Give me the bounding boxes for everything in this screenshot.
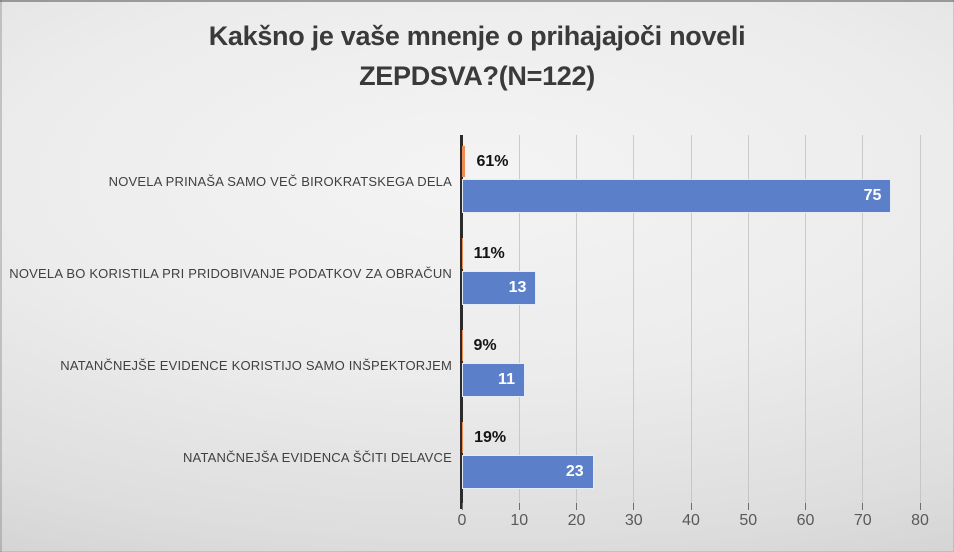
y-axis-line [460,135,463,509]
chart-title: Kakšno je vaše mnenje o prihajajoči nove… [40,16,914,96]
percent-data-label: 61% [476,152,509,170]
gridline [576,135,577,503]
x-axis-tick-label: 10 [510,512,529,529]
gridline [518,135,520,503]
x-axis-tick [461,503,463,510]
bar-percent [462,330,463,361]
count-data-label: 75 [863,187,882,204]
percent-data-label: 11% [473,244,505,262]
x-axis-tick [633,503,635,510]
x-axis-tick [518,503,520,510]
gridline [919,135,921,503]
x-axis-tick-label: 40 [682,512,700,529]
chart-title-line-1: Kakšno je vaše mnenje o prihajajoči nove… [208,21,746,51]
gridline [862,135,864,503]
x-axis-tick-label: 70 [853,512,872,529]
chart-title-line-2: ZEPDSVA?(N=122) [359,61,595,91]
bar-count: 13 [462,271,537,305]
category-label: NOVELA BO KORISTILA PRI PRIDOBIVANJE POD… [9,265,452,281]
gridline [747,135,749,503]
bar-percent [462,146,466,177]
x-axis-tick-label: 0 [457,512,467,529]
percent-data-label: 19% [474,428,507,446]
category-label: NOVELA PRINAŠA SAMO VEČ BIROKRATSKEGA DE… [108,173,452,189]
count-data-label: 13 [508,279,527,296]
x-axis-tick-label: 30 [624,512,643,529]
bar-percent [462,238,463,269]
x-axis-tick [805,503,806,510]
category-label: NATANČNEJŠA EVIDENCA ŠČITI DELAVCE [182,449,452,465]
count-data-label: 11 [498,371,515,388]
x-axis-tick [862,503,864,510]
category-label: NATANČNEJŠE EVIDENCE KORISTIJO SAMO INŠP… [60,357,452,373]
plot-area: 61% 75 11% 13 9% 11 19% 23 [460,135,921,509]
category-labels: NOVELA PRINAŠA SAMO VEČ BIROKRATSKEGA DE… [0,135,452,503]
bar-count: 11 [462,363,525,397]
x-axis-tick-label: 80 [911,512,929,529]
percent-data-label: 9% [473,336,497,354]
gridline [690,135,692,503]
x-axis-tick-label: 60 [796,512,815,529]
x-axis-tick-label: 20 [567,512,586,529]
bar-count: 23 [462,455,594,489]
bar-percent [462,422,464,453]
x-axis-tick [576,503,577,510]
count-data-label: 23 [565,463,584,480]
x-axis: 0 10 20 30 40 50 60 70 80 [458,503,929,543]
gridline [805,135,806,503]
x-axis-tick-label: 50 [739,512,758,529]
x-axis-tick [690,503,692,510]
bar-count: 75 [462,179,892,213]
x-axis-tick [747,503,749,510]
x-axis-tick [919,503,921,510]
gridline [633,135,635,503]
